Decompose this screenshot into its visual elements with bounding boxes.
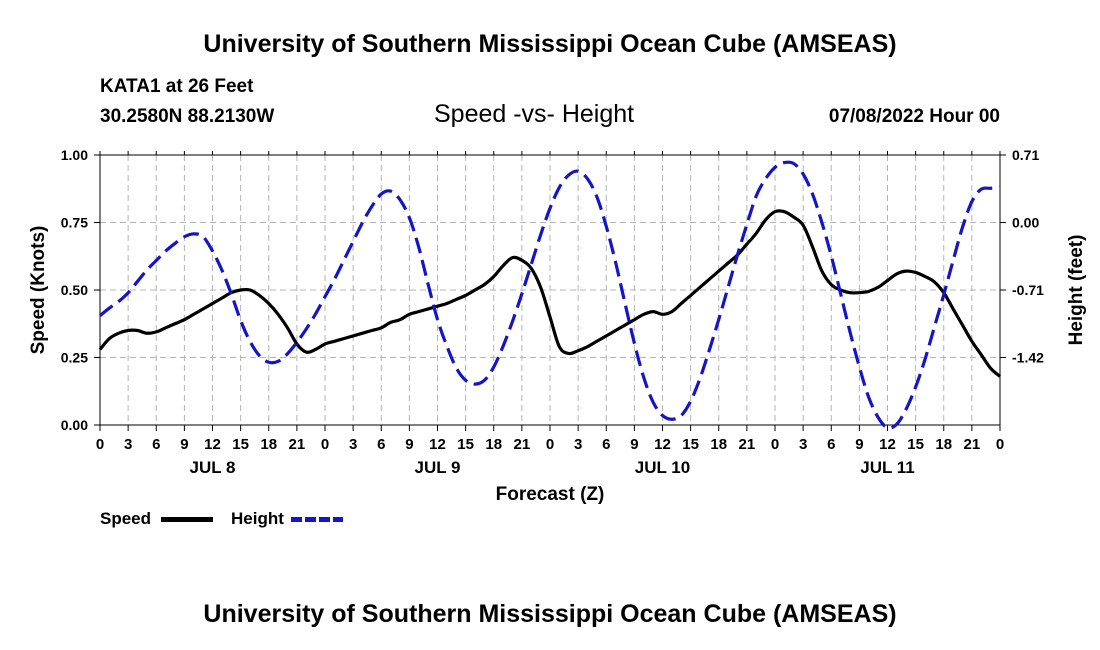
x-tick-label: 9	[180, 436, 188, 453]
forecast-issued-time: 07/08/2022 Hour 00	[828, 106, 1000, 127]
x-tick-label: 21	[739, 436, 756, 453]
x-tick-label: 3	[799, 436, 807, 453]
chart-title-top: University of Southern Mississippi Ocean…	[203, 30, 897, 58]
x-tick-label: 9	[405, 436, 413, 453]
x-tick-label: 3	[574, 436, 582, 453]
x-tick-label: 18	[260, 436, 277, 453]
legend-height-label: Height	[231, 509, 284, 528]
x-tick-label: 6	[602, 436, 610, 453]
chart-title-bottom: University of Southern Mississippi Ocean…	[203, 600, 897, 628]
day-label: JUL 10	[635, 458, 690, 477]
x-tick-label: 21	[289, 436, 306, 453]
x-tick-label: 21	[514, 436, 531, 453]
legend-speed-label: Speed	[100, 509, 152, 528]
day-label: JUL 11	[860, 458, 915, 477]
y-right-tick-label: -0.71	[1012, 282, 1044, 298]
x-axis-title: Forecast (Z)	[496, 484, 605, 505]
station-name: KATA1 at 26 Feet	[100, 76, 254, 97]
legend-height-swatch	[291, 517, 343, 522]
y-left-tick-label: 1.00	[61, 147, 88, 163]
x-tick-label: 15	[232, 436, 249, 453]
x-tick-label: 9	[855, 436, 863, 453]
x-tick-label: 3	[349, 436, 357, 453]
y-left-tick-label: 0.50	[61, 282, 88, 298]
x-tick-label: 6	[152, 436, 160, 453]
x-tick-label: 18	[710, 436, 727, 453]
x-tick-label: 6	[827, 436, 835, 453]
x-tick-label: 0	[321, 436, 329, 453]
day-label: JUL 9	[415, 458, 461, 477]
y-left-tick-label: 0.00	[61, 417, 88, 433]
x-tick-label: 15	[457, 436, 474, 453]
x-tick-label: 18	[485, 436, 502, 453]
x-tick-label: 6	[377, 436, 385, 453]
y-left-tick-label: 0.75	[61, 215, 88, 231]
legend-speed-swatch	[161, 517, 213, 522]
chart-subtitle: Speed -vs- Height	[434, 100, 635, 128]
x-tick-label: 12	[429, 436, 446, 453]
x-tick-label: 0	[96, 436, 104, 453]
x-tick-label: 3	[124, 436, 132, 453]
x-tick-label: 0	[546, 436, 554, 453]
y-right-tick-label: 0.71	[1012, 147, 1039, 163]
y-right-axis-title: Height (feet)	[1066, 235, 1087, 346]
y-right-tick-label: 0.00	[1012, 215, 1039, 231]
station-coordinates: 30.2580N 88.2130W	[100, 106, 275, 127]
x-tick-label: 18	[935, 436, 952, 453]
x-tick-label: 0	[771, 436, 779, 453]
y-right-tick-label: -1.42	[1012, 350, 1044, 366]
y-left-tick-label: 0.25	[61, 350, 88, 366]
x-tick-label: 0	[996, 436, 1004, 453]
day-label: JUL 8	[190, 458, 236, 477]
series-line-height	[98, 160, 1001, 430]
x-tick-label: 12	[204, 436, 221, 453]
y-left-axis-title: Speed (Knots)	[28, 226, 49, 355]
x-tick-label: 15	[682, 436, 699, 453]
series-line-speed	[98, 209, 1002, 378]
x-tick-label: 15	[907, 436, 924, 453]
x-tick-label: 21	[964, 436, 981, 453]
x-tick-label: 12	[654, 436, 671, 453]
x-tick-label: 12	[879, 436, 896, 453]
x-tick-label: 9	[630, 436, 638, 453]
